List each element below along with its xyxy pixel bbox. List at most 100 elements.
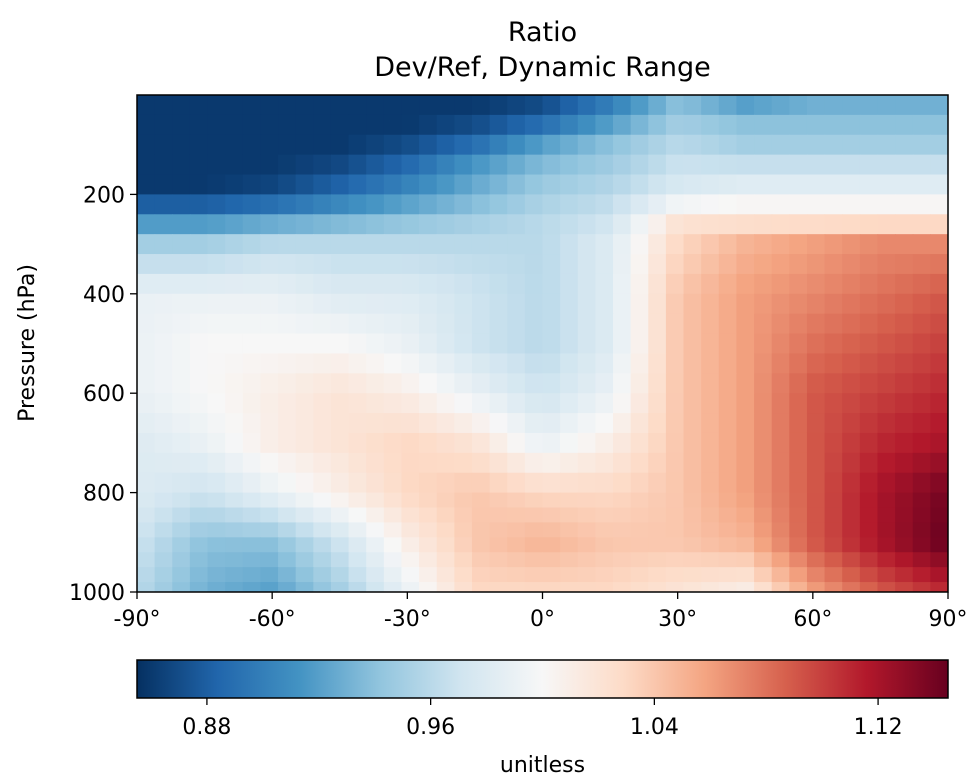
heatmap-cell: [665, 413, 685, 434]
heatmap-cell: [736, 313, 755, 335]
heatmap-cell: [912, 393, 931, 414]
heatmap-cell: [648, 214, 667, 235]
heatmap-cell: [542, 134, 561, 156]
heatmap-cell: [754, 154, 773, 176]
heatmap-cell: [260, 472, 279, 494]
heatmap-cell: [560, 234, 579, 255]
heatmap-cell: [771, 393, 790, 414]
heatmap-cell: [436, 95, 455, 116]
heatmap-cell: [154, 537, 173, 553]
heatmap-cell: [330, 373, 350, 394]
heatmap-cell: [225, 393, 244, 414]
heatmap-cell: [771, 194, 790, 215]
chart-subtitle: Dev/Ref, Dynamic Range: [374, 52, 711, 83]
heatmap-cell: [419, 472, 438, 494]
heatmap-cell: [260, 432, 279, 454]
heatmap-cell: [471, 537, 491, 553]
heatmap-cell: [630, 114, 649, 136]
heatmap-cell: [930, 552, 948, 568]
heatmap-cell: [401, 254, 420, 275]
heatmap-cell: [789, 472, 808, 494]
heatmap-cell: [137, 582, 156, 592]
heatmap-cell: [260, 313, 279, 335]
heatmap-cell: [718, 373, 738, 394]
heatmap-cell: [613, 333, 632, 355]
heatmap-cell: [278, 522, 297, 538]
heatmap-cell: [806, 537, 826, 553]
heatmap-cell: [137, 353, 156, 374]
heatmap-cell: [648, 234, 667, 255]
heatmap-cell: [577, 293, 596, 315]
heatmap-cell: [665, 393, 685, 414]
heatmap-cell: [366, 492, 385, 509]
heatmap-cell: [225, 537, 244, 553]
heatmap-cell: [207, 393, 226, 414]
heatmap-cell: [859, 393, 879, 414]
heatmap-cell: [260, 114, 279, 136]
heatmap-cell: [383, 507, 403, 524]
heatmap-cell: [665, 472, 685, 494]
heatmap-cell: [648, 492, 667, 509]
heatmap-cell: [137, 413, 156, 434]
heatmap-cell: [489, 214, 508, 235]
heatmap-cell: [507, 333, 526, 355]
heatmap-cell: [419, 537, 438, 553]
heatmap-cell: [912, 567, 931, 583]
heatmap-cell: [560, 333, 579, 355]
heatmap-cell: [771, 452, 790, 474]
heatmap-cell: [348, 273, 367, 295]
heatmap-cell: [207, 567, 226, 583]
heatmap-cell: [771, 174, 790, 195]
heatmap-cell: [648, 432, 667, 454]
heatmap-cell: [172, 214, 191, 235]
heatmap-cell: [736, 134, 755, 156]
heatmap-cell: [348, 552, 367, 568]
heatmap-cell: [736, 333, 755, 355]
heatmap-cell: [172, 552, 191, 568]
heatmap-cell: [225, 254, 244, 275]
heatmap-cell: [842, 567, 861, 583]
heatmap-cell: [736, 373, 755, 394]
heatmap-cell: [930, 537, 948, 553]
heatmap-cell: [789, 353, 808, 374]
heatmap-cell: [806, 254, 826, 275]
heatmap-cell: [877, 293, 896, 315]
heatmap-cell: [401, 95, 420, 116]
heatmap-cell: [507, 582, 526, 592]
heatmap-cell: [242, 333, 262, 355]
heatmap-cell: [189, 313, 209, 335]
heatmap-cell: [489, 194, 508, 215]
heatmap-cell: [630, 373, 649, 394]
heatmap-cell: [824, 95, 843, 116]
heatmap-cell: [859, 492, 879, 509]
heatmap-cell: [560, 537, 579, 553]
heatmap-cell: [419, 393, 438, 414]
heatmap-cell: [242, 492, 262, 509]
heatmap-cell: [736, 254, 755, 275]
heatmap-cell: [824, 134, 843, 156]
heatmap-cell: [683, 507, 702, 524]
heatmap-cell: [189, 273, 209, 295]
heatmap-cell: [824, 393, 843, 414]
heatmap-cell: [683, 134, 702, 156]
heatmap-cell: [489, 174, 508, 195]
heatmap-cell: [912, 273, 931, 295]
heatmap-cell: [718, 353, 738, 374]
heatmap-cell: [366, 154, 385, 176]
heatmap-cell: [718, 95, 738, 116]
heatmap-cell: [877, 254, 896, 275]
heatmap-cell: [242, 174, 262, 195]
heatmap-cell: [613, 95, 632, 116]
heatmap-cell: [560, 582, 579, 592]
heatmap-cell: [401, 114, 420, 136]
heatmap-cell: [242, 413, 262, 434]
heatmap-cell: [172, 582, 191, 592]
heatmap-cell: [278, 537, 297, 553]
heatmap-cell: [577, 174, 596, 195]
heatmap-cell: [242, 472, 262, 494]
heatmap-cell: [225, 194, 244, 215]
heatmap-cell: [701, 313, 720, 335]
heatmap-cell: [401, 393, 420, 414]
heatmap-cell: [242, 353, 262, 374]
heatmap-cell: [577, 214, 596, 235]
